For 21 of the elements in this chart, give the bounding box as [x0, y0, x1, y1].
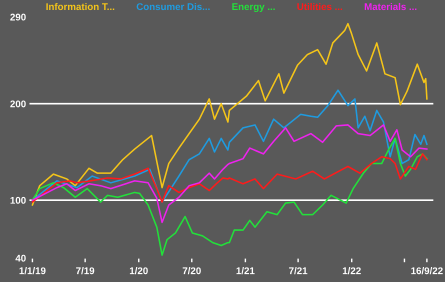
x-tick-label: 1/20 [130, 267, 148, 274]
text: Materials ... [364, 2, 416, 10]
line-series [32, 124, 428, 224]
text: Consumer Dis... [136, 2, 210, 10]
y-tick-label: 290 [10, 14, 26, 21]
text: Utilities ... [297, 2, 342, 10]
x-tick-label: 7/20 [182, 267, 201, 274]
x-tick-label: 7/21 [289, 267, 308, 274]
text: Information T... [46, 2, 114, 10]
y-tick-label: 100 [10, 196, 26, 204]
line-series [32, 22, 428, 206]
line-series [32, 153, 428, 203]
x-tick-label: 7/19 [76, 267, 94, 274]
x-tick-label: 1/1/19 [20, 267, 46, 274]
y-tick-label: 200 [10, 100, 26, 108]
line-series [32, 138, 428, 256]
text: Energy ... [232, 3, 275, 12]
y-tick-label: 40 [15, 254, 26, 262]
x-tick-label: 1/22 [342, 267, 361, 274]
x-tick-label: 16/9/22 [411, 267, 443, 274]
x-tick-label: 1/21 [236, 267, 255, 274]
